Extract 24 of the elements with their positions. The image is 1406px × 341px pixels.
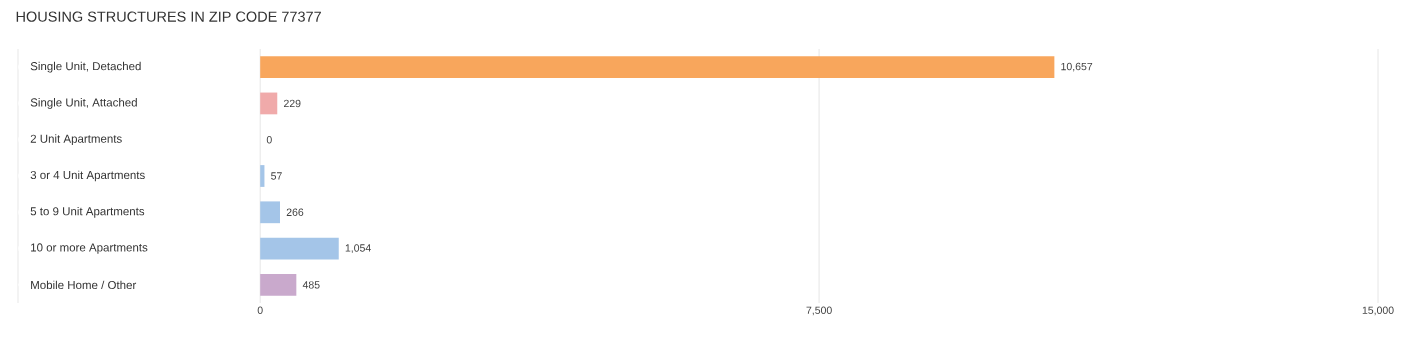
data-label: 1,054 bbox=[345, 244, 371, 253]
y-tick-label: 5 to 9 Unit Apartments bbox=[30, 206, 145, 218]
x-tick-label: 7,500 bbox=[806, 306, 832, 316]
data-label: 10,657 bbox=[1061, 62, 1093, 72]
data-label: 0 bbox=[266, 136, 272, 144]
data-label: 485 bbox=[302, 281, 320, 289]
x-tick-label: 15,000 bbox=[1362, 306, 1394, 316]
bar bbox=[260, 201, 281, 224]
y-tick-label: Single Unit, Attached bbox=[30, 98, 137, 109]
chart-title: HOUSING STRUCTURES IN ZIP CODE 77377 bbox=[16, 11, 321, 22]
data-label: 266 bbox=[286, 208, 304, 217]
data-label: 229 bbox=[283, 99, 301, 108]
bar bbox=[260, 92, 278, 115]
y-tick-label: 3 or 4 Unit Apartments bbox=[30, 170, 145, 182]
y-tick-label: 10 or more Apartments bbox=[31, 243, 148, 254]
x-tick-label: 0 bbox=[257, 306, 263, 314]
bar bbox=[260, 56, 1055, 79]
y-tick-label: 2 Unit Apartments bbox=[30, 134, 122, 146]
bar bbox=[260, 237, 339, 260]
data-label: 57 bbox=[271, 172, 282, 180]
bar bbox=[260, 273, 297, 296]
y-tick-label: Single Unit, Detached bbox=[30, 61, 141, 73]
y-tick-label: Mobile Home / Other bbox=[31, 280, 137, 290]
bar bbox=[260, 165, 265, 187]
